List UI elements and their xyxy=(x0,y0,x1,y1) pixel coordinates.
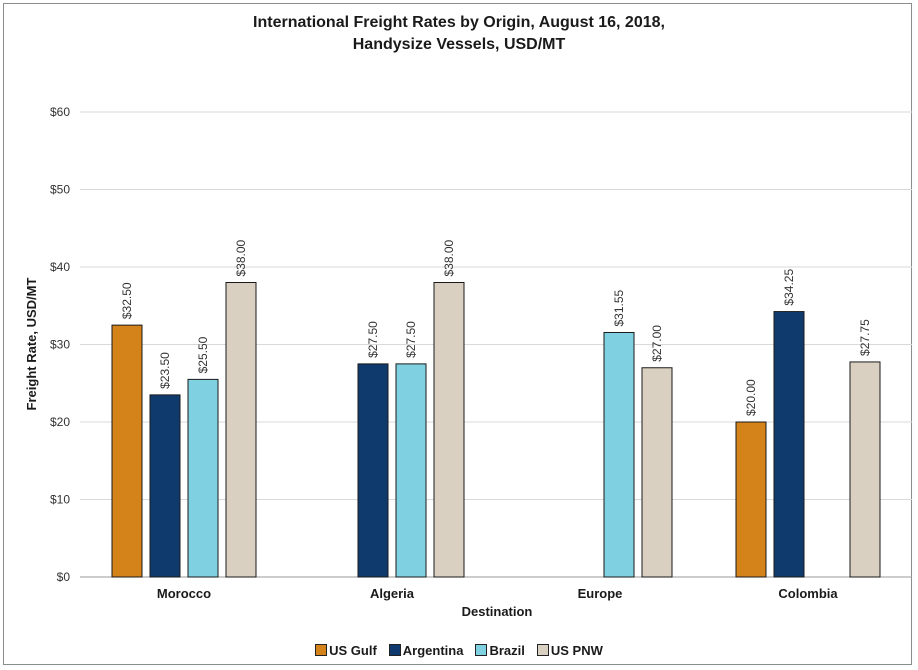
data-label: $38.00 xyxy=(442,239,456,276)
legend-swatch xyxy=(388,644,401,656)
legend-label: US Gulf xyxy=(329,643,377,658)
bar-colombia-us-pnw xyxy=(849,361,881,578)
y-tick-label: $50 xyxy=(50,183,70,197)
legend-label: Argentina xyxy=(402,643,464,658)
x-tick-label: Morocco xyxy=(157,586,211,601)
data-label: $25.50 xyxy=(196,336,210,373)
bar-algeria-argentina xyxy=(357,363,389,578)
bar-colombia-us-gulf xyxy=(735,421,767,578)
data-labels: $32.50 $23.50 $25.50 $38.00 $27.50 $27.50 $38.… xyxy=(120,239,872,416)
chart-title-line-1: International Freight Rates by Origin, A… xyxy=(253,14,665,31)
bar-chart: $0$10$20$30$40$50$60 $32.50$23.50 $25.50$… xyxy=(24,105,912,619)
legend-item: US Gulf xyxy=(315,643,377,658)
chart-title-line-2: Handysize Vessels, USD/MT xyxy=(352,36,566,53)
data-label: $34.25 xyxy=(782,269,796,306)
x-tick-label: Algeria xyxy=(370,586,415,601)
y-tick-label: $10 xyxy=(50,493,70,507)
data-label: $31.55 xyxy=(612,289,626,326)
bar-algeria-us-pnw xyxy=(433,282,465,578)
data-label: $27.75 xyxy=(858,319,872,356)
data-label: $38.00 xyxy=(234,239,248,276)
data-label: $32.50 xyxy=(120,282,134,319)
data-label: $27.00 xyxy=(650,325,664,362)
gridlines xyxy=(80,111,912,578)
y-tick-label: $40 xyxy=(50,260,70,274)
data-label: $27.50 xyxy=(404,321,418,358)
legend: US Gulf Argentina Brazil US PNW xyxy=(0,643,918,658)
bar-europe-brazil xyxy=(603,331,635,578)
y-axis-label: Freight Rate, USD/MT xyxy=(24,277,39,410)
x-tick-label: Europe xyxy=(578,586,623,601)
chart-title: International Freight Rates by Origin, A… xyxy=(0,12,918,56)
bar-colombia-argentina xyxy=(773,311,805,578)
y-tick-label: $30 xyxy=(50,338,70,352)
x-tick-label: Colombia xyxy=(778,586,838,601)
x-axis-ticks: Morocco Algeria Europe Colombia xyxy=(157,586,838,601)
bar-europe-us-pnw xyxy=(641,367,673,578)
bars xyxy=(111,282,881,578)
legend-label: US PNW xyxy=(550,643,603,658)
bar-morocco-us-pnw xyxy=(225,282,257,578)
legend-swatch xyxy=(536,644,549,656)
data-label: $20.00 xyxy=(744,379,758,416)
bar-algeria-brazil xyxy=(395,363,427,578)
y-tick-label: $20 xyxy=(50,415,70,429)
data-label: $27.50 xyxy=(366,321,380,358)
legend-item: US PNW xyxy=(536,643,603,658)
y-axis-ticks: $0 $10 $20 $30 $40 $50 $60 xyxy=(50,105,70,584)
legend-label: Brazil xyxy=(489,643,525,658)
bar-morocco-brazil xyxy=(187,378,219,578)
bar-morocco-argentina xyxy=(149,394,181,578)
legend-item: Argentina xyxy=(388,643,464,658)
x-axis-label: Destination xyxy=(462,604,533,619)
data-label: $23.50 xyxy=(158,352,172,389)
legend-swatch xyxy=(475,644,488,656)
bar-morocco-us-gulf xyxy=(111,324,143,578)
y-tick-label: $60 xyxy=(50,105,70,119)
y-tick-label: $0 xyxy=(57,570,71,584)
legend-item: Brazil xyxy=(475,643,525,658)
legend-swatch xyxy=(315,644,328,656)
